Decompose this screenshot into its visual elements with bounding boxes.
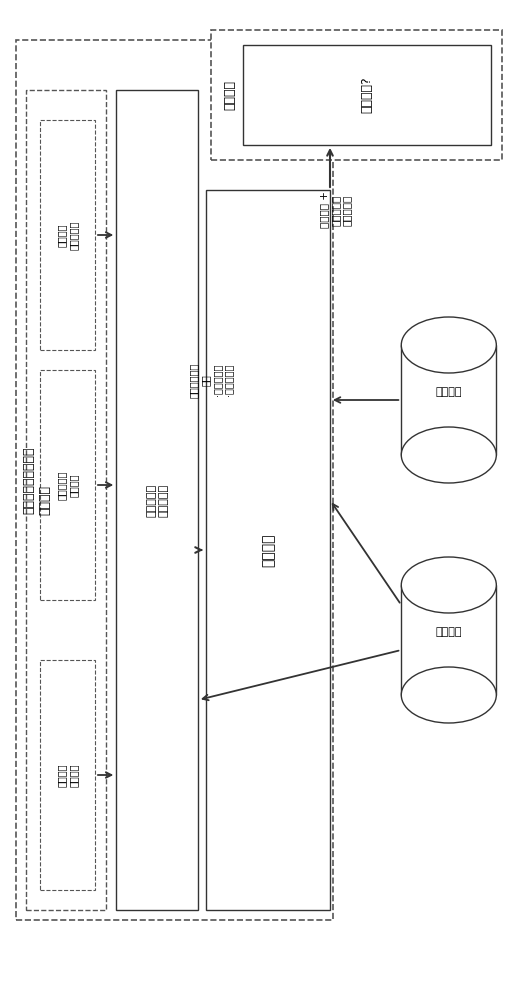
Ellipse shape — [401, 427, 496, 483]
FancyBboxPatch shape — [26, 90, 106, 910]
Ellipse shape — [401, 317, 496, 373]
FancyBboxPatch shape — [211, 30, 502, 160]
Text: 共享数据
（通信）: 共享数据 （通信） — [57, 763, 78, 787]
Text: 对驾驶员的
意图的估计: 对驾驶员的 意图的估计 — [147, 483, 168, 517]
FancyBboxPatch shape — [40, 370, 95, 600]
Text: 数据采集: 数据采集 — [39, 485, 51, 515]
FancyBboxPatch shape — [206, 190, 330, 910]
FancyBboxPatch shape — [40, 120, 95, 350]
FancyBboxPatch shape — [16, 40, 333, 920]
Text: 风险估计: 风险估计 — [261, 533, 275, 567]
Text: 优先规则: 优先规则 — [436, 387, 462, 397]
Ellipse shape — [401, 557, 496, 613]
Bar — [401, 345, 496, 455]
FancyBboxPatch shape — [40, 660, 95, 890]
Bar — [401, 585, 496, 695]
Text: 数字地图: 数字地图 — [436, 627, 462, 637]
Text: 用于风险评估的算法: 用于风险评估的算法 — [23, 446, 35, 514]
Text: 风险概率 +
与风险来源
有关的信息: 风险概率 + 与风险来源 有关的信息 — [319, 192, 352, 228]
Text: 每位驾驶员的
概率
·模拟意图图
·停车意图图: 每位驾驶员的 概率 ·模拟意图图 ·停车意图图 — [189, 362, 233, 398]
Text: 数据外感受
性传感器: 数据外感受 性传感器 — [57, 470, 78, 500]
FancyBboxPatch shape — [243, 45, 491, 145]
FancyBboxPatch shape — [116, 90, 198, 910]
Text: 数据本体
受性传感器: 数据本体 受性传感器 — [57, 220, 78, 250]
Ellipse shape — [401, 667, 496, 723]
Text: 决策算法: 决策算法 — [223, 80, 236, 110]
Text: 必要动作?: 必要动作? — [361, 77, 373, 113]
